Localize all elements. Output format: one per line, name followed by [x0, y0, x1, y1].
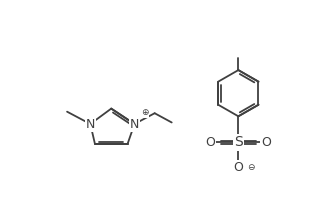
Text: N: N — [86, 117, 95, 131]
Text: ⊕: ⊕ — [141, 108, 148, 117]
Text: O: O — [261, 136, 271, 149]
Text: ⊖: ⊖ — [247, 163, 255, 172]
Text: N: N — [130, 117, 139, 131]
Text: O: O — [206, 136, 215, 149]
Text: O: O — [233, 161, 243, 174]
Text: S: S — [234, 135, 243, 149]
